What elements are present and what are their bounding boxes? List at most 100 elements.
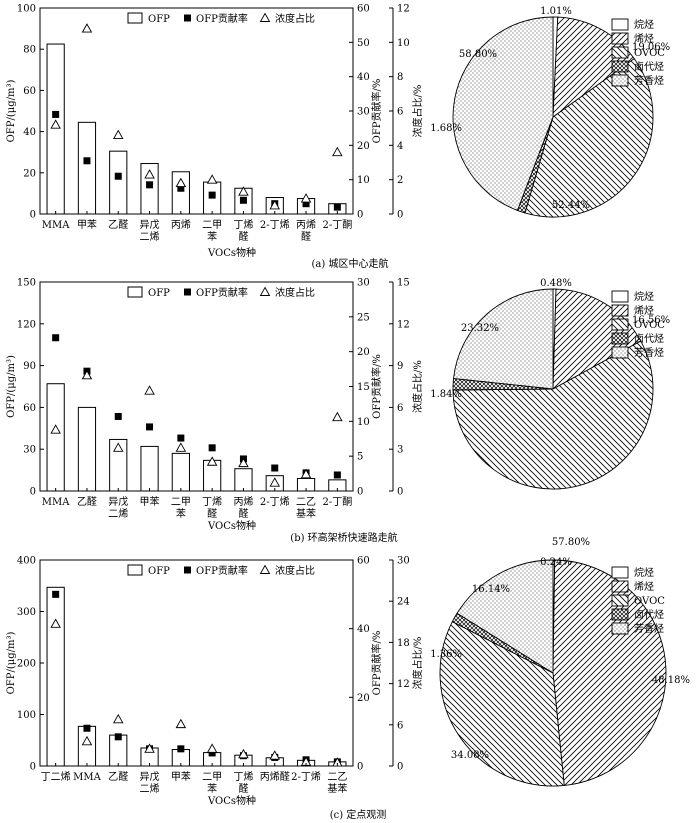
- category-label: 乙醛: [108, 770, 128, 783]
- x-axis-label: VOCs物种: [207, 519, 256, 532]
- legend-rate-marker: [184, 566, 191, 574]
- right2-tick-label: 18: [397, 638, 410, 649]
- category-label: 醛: [207, 507, 217, 520]
- conc-ratio-marker: [50, 618, 61, 628]
- conc-ratio-marker: [112, 713, 124, 724]
- right2-tick-label: 15: [397, 278, 410, 289]
- legend-ofp-swatch: [127, 564, 143, 576]
- legend-ofp-label: OFP: [148, 566, 170, 577]
- left-tick-label: 300: [17, 607, 36, 618]
- category-label: 苯: [207, 230, 217, 243]
- category-label: 乙醛: [108, 218, 128, 231]
- legend-rate-label: OFP贡献率: [196, 12, 248, 25]
- pie-legend-label: 烯烃: [634, 32, 654, 45]
- ofp-bar: [109, 150, 128, 215]
- pie-legend-swatch: [611, 290, 629, 303]
- ofp-rate-marker: [114, 733, 122, 741]
- y-axis-label: OFP/(μg/m³): [6, 632, 17, 695]
- pie-slice: [453, 288, 554, 390]
- category-label: 丙烯: [296, 218, 316, 231]
- legend-rate-label: OFP贡献率: [196, 564, 248, 577]
- ofp-rate-marker: [52, 590, 60, 598]
- pie-slice: [552, 559, 667, 786]
- category-label: 丁烯: [233, 218, 253, 231]
- right1-tick-label: 20: [357, 141, 370, 152]
- category-label: 二烯: [140, 782, 160, 795]
- conc-ratio-marker: [332, 411, 343, 422]
- right1-tick-label: 20: [357, 347, 370, 358]
- left-tick-label: 0: [30, 762, 36, 773]
- legend-rate-marker: [184, 14, 191, 22]
- ofp-bar: [234, 468, 253, 492]
- bar-chart-c: 0 100 200 300 400 0 20 40 60 0 6 12 18 24 30 OFP/(μg/m³…: [6, 556, 424, 808]
- pie-legend-label: 烷烃: [634, 290, 654, 303]
- x-axis-label: VOCs物种: [207, 794, 256, 807]
- left-tick-label: 100: [17, 710, 36, 721]
- right1-tick-label: 30: [357, 107, 370, 118]
- right2-tick-label: 12: [397, 319, 410, 330]
- category-label: 丙烯: [171, 218, 191, 231]
- category-label: 丙烯: [233, 495, 253, 508]
- pie-legend-label: 芳香烃: [634, 74, 664, 87]
- conc-ratio-marker: [175, 718, 187, 729]
- category-label: 甲苯: [77, 218, 97, 231]
- ofp-bar: [77, 725, 97, 767]
- right1-tick-label: 60: [357, 4, 370, 15]
- panel-caption: (b) 环高架桥快速路走航: [290, 531, 397, 544]
- category-label: 基苯: [296, 507, 316, 520]
- category-label: 二乙: [296, 496, 316, 508]
- pie-value-label: 57.80%: [552, 537, 590, 548]
- bar-legend: OFP OFP贡献率 浓度占比: [127, 286, 315, 299]
- conc-ratio-marker: [50, 119, 61, 129]
- conc-ratio-marker: [144, 169, 155, 179]
- ofp-rate-marker: [302, 200, 310, 208]
- legend-rate-label: OFP贡献率: [196, 286, 248, 299]
- pie-legend-swatch: [611, 580, 629, 593]
- pie-slice: [524, 58, 654, 218]
- conc-ratio-marker: [332, 757, 343, 767]
- left-tick-label: 0: [30, 210, 36, 221]
- pie-legend-label: OVOC: [634, 596, 665, 607]
- right2-tick-label: 12: [397, 4, 410, 15]
- legend-conc-label: 浓度占比: [275, 12, 315, 25]
- category-label: MMA: [73, 772, 101, 783]
- pie-legend-swatch: [611, 18, 629, 31]
- left-tick-label: 60: [23, 86, 36, 97]
- pie-legend-label: 烷烃: [634, 566, 654, 579]
- category-label: 二乙: [327, 771, 347, 783]
- pie-legend-label: 烷烃: [634, 18, 654, 31]
- ofp-rate-marker: [208, 749, 216, 757]
- pie-value-label: 16.56%: [632, 315, 670, 326]
- conc-ratio-marker: [81, 735, 93, 746]
- left-tick-label: 200: [17, 659, 36, 670]
- pie-slice: [452, 340, 654, 490]
- pie-legend-swatch: [611, 304, 629, 317]
- conc-ratio-marker: [50, 424, 61, 434]
- right1-tick-label: 5: [357, 452, 363, 463]
- category-label: 异戊: [140, 219, 160, 231]
- legend-ofp-label: OFP: [148, 288, 170, 299]
- category-label: 苯: [207, 782, 217, 795]
- left-tick-label: 60: [23, 403, 36, 414]
- pie-slice: [439, 621, 565, 787]
- ofp-rate-marker: [83, 724, 91, 732]
- ofp-bar: [140, 445, 159, 492]
- right1-tick-label: 0: [357, 762, 363, 773]
- pie-legend-swatch: [611, 332, 629, 345]
- ofp-rate-marker: [114, 412, 122, 420]
- conc-ratio-marker: [238, 457, 249, 468]
- ofp-rate-marker: [333, 471, 341, 479]
- pie-legend-swatch: [611, 622, 629, 635]
- right2-tick-label: 30: [397, 556, 410, 567]
- ofp-rate-marker: [114, 172, 122, 180]
- ofp-rate-marker: [146, 423, 154, 431]
- pie-value-label: 48.18%: [652, 675, 690, 686]
- left-tick-label: 40: [23, 127, 36, 138]
- right2-tick-label: 6: [397, 107, 403, 118]
- category-label: 丁二烯: [41, 770, 71, 783]
- conc-ratio-marker: [269, 750, 281, 760]
- right2-tick-label: 6: [397, 403, 403, 414]
